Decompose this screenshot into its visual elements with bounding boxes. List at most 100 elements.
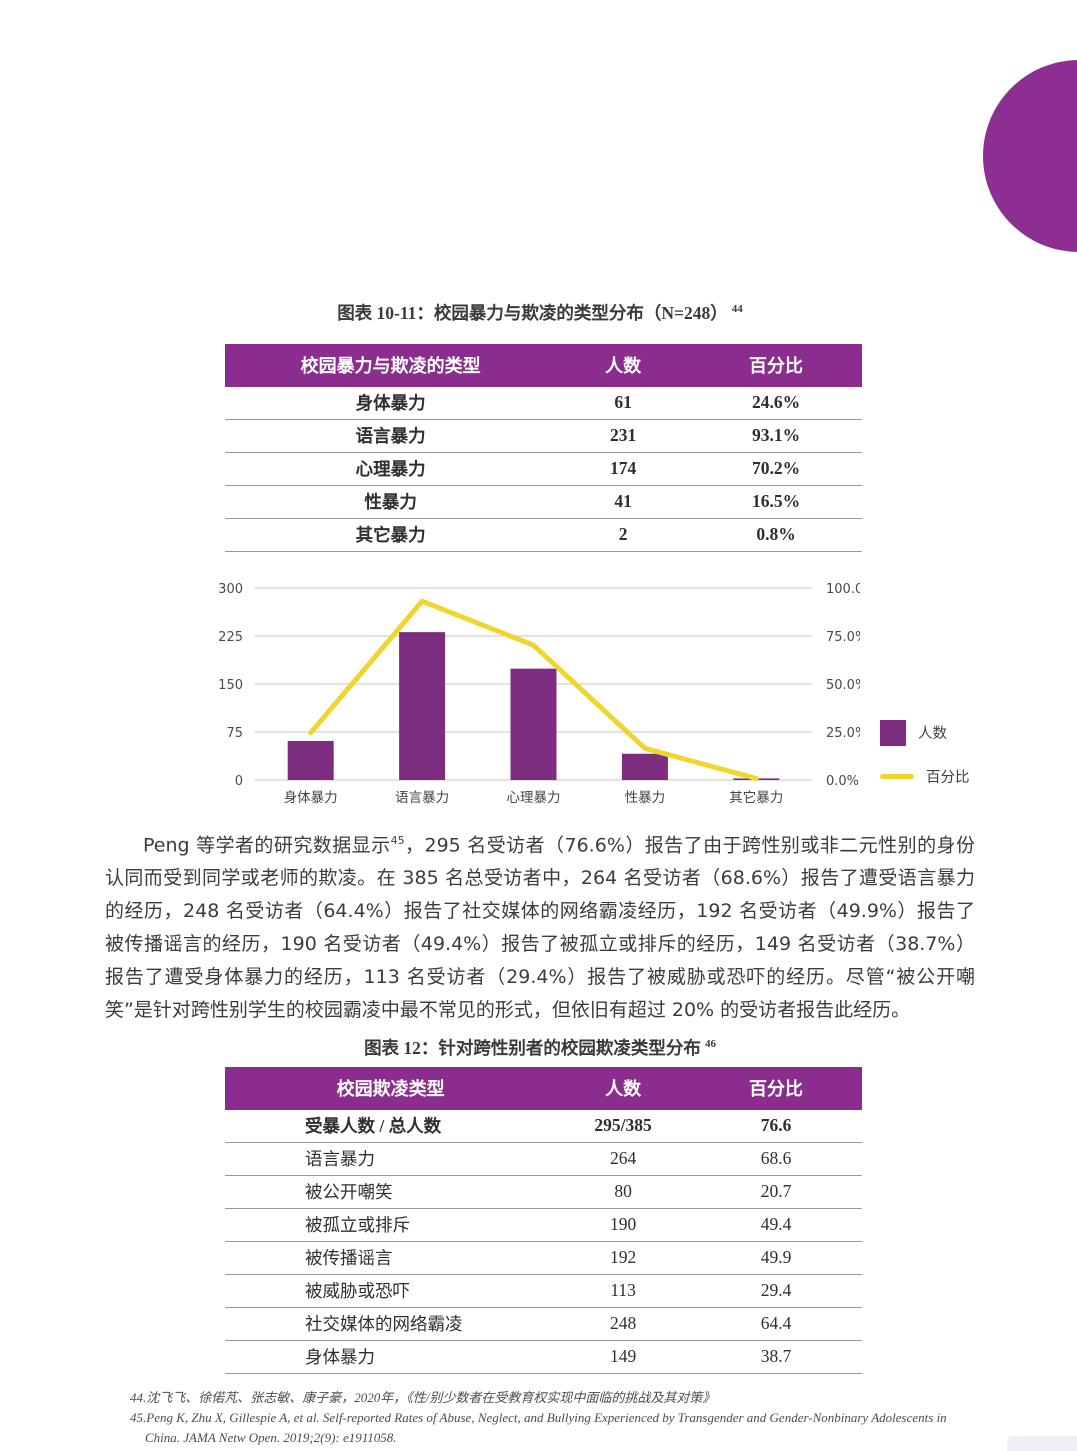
table-row: 语言暴力 231 93.1% <box>225 419 862 453</box>
table-cell: 受暴人数 / 总人数 <box>225 1109 557 1143</box>
table-cell: 80 <box>556 1175 690 1209</box>
chart-legend: 人数 百分比 <box>880 719 970 787</box>
table-cell: 93.1% <box>690 419 862 453</box>
table-cell: 语言暴力 <box>225 1142 557 1176</box>
table-cell: 64.4 <box>690 1307 862 1341</box>
combo-chart-block: 0 0.0% 75 25.0% 150 50.0% 225 75.0% 300 100.0% 身体暴… <box>200 570 980 812</box>
left-axis-tick-label: 75 <box>226 726 243 741</box>
table-cell: 16.5% <box>690 485 862 519</box>
table-row: 被传播谣言 192 49.9 <box>225 1241 862 1275</box>
table-cell: 190 <box>556 1208 690 1242</box>
table-cell: 192 <box>556 1241 690 1275</box>
paragraph-rest: ，295 名受访者（76.6%）报告了由于跨性别或非二元性别的身份认同而受到同学… <box>105 834 975 1022</box>
table-cell: 49.4 <box>690 1208 862 1242</box>
table-cell: 295/385 <box>556 1109 690 1143</box>
page-content: 图表 10-11：校园暴力与欺凌的类型分布（N=248） 44 校园暴力与欺凌的类… <box>105 0 975 1451</box>
table-row: 被孤立或排斥 190 49.4 <box>225 1208 862 1242</box>
left-axis-tick-label: 300 <box>218 582 243 597</box>
body-paragraph: Peng 等学者的研究数据显示45，295 名受访者（76.6%）报告了由于跨性… <box>105 824 975 1027</box>
right-axis-tick-label: 25.0% <box>826 726 860 741</box>
table-row: 心理暴力 174 70.2% <box>225 452 862 486</box>
footnotes-section: 44.沈飞飞、徐偌芃、张志敏、康子豪，2020年，《性/别少数者在受教育权实现中… <box>130 1388 965 1451</box>
table-cell: 68.6 <box>690 1142 862 1176</box>
table-cell: 231 <box>556 419 690 453</box>
right-axis-tick-label: 100.0% <box>826 582 860 597</box>
combo-chart: 0 0.0% 75 25.0% 150 50.0% 225 75.0% 300 100.0% 身体暴… <box>218 582 860 806</box>
figure1-title: 图表 10-11：校园暴力与欺凌的类型分布（N=248） 44 <box>105 296 975 326</box>
table-cell: 被孤立或排斥 <box>225 1208 557 1242</box>
table-row: 受暴人数 / 总人数 295/385 76.6 <box>225 1109 862 1143</box>
count-bar <box>621 753 668 780</box>
table-cell: 264 <box>556 1142 690 1176</box>
table-cell: 61 <box>556 386 690 420</box>
table-cell: 149 <box>556 1340 690 1374</box>
bottom-right-watermark <box>1007 1436 1077 1451</box>
table-cell: 心理暴力 <box>225 452 557 486</box>
table-cell: 38.7 <box>690 1340 862 1374</box>
decorative-corner-circle <box>983 60 1077 252</box>
table-cell: 29.4 <box>690 1274 862 1308</box>
right-axis-tick-label: 0.0% <box>826 774 859 789</box>
column-header: 校园欺凌类型 <box>225 1066 557 1110</box>
footnote-44: 44.沈飞飞、徐偌芃、张志敏、康子豪，2020年，《性/别少数者在受教育权实现中… <box>130 1389 716 1405</box>
category-label: 其它暴力 <box>729 789 783 806</box>
table-cell: 语言暴力 <box>225 419 557 453</box>
right-axis-tick-label: 50.0% <box>826 678 860 693</box>
table-cell: 41 <box>556 485 690 519</box>
table-cell: 2 <box>556 518 690 552</box>
left-axis-tick-label: 0 <box>235 774 243 789</box>
column-header: 百分比 <box>690 1066 862 1110</box>
figure1-footnote-ref: 44 <box>731 303 743 315</box>
table-cell: 76.6 <box>690 1109 862 1143</box>
table-row: 社交媒体的网络霸凌 248 64.4 <box>225 1307 862 1341</box>
table-cell: 社交媒体的网络霸凌 <box>225 1307 557 1341</box>
figure2-footnote-ref: 46 <box>704 1038 716 1051</box>
table-cell: 24.6% <box>690 386 862 420</box>
legend-item-count: 人数 <box>880 719 970 746</box>
category-label: 语言暴力 <box>395 790 449 806</box>
table-header-row: 校园欺凌类型 人数 百分比 <box>225 1066 862 1110</box>
table-row: 身体暴力 149 38.7 <box>225 1340 862 1374</box>
table-cell: 其它暴力 <box>225 518 557 552</box>
table-cell: 身体暴力 <box>225 386 557 420</box>
table-row: 语言暴力 264 68.6 <box>225 1142 862 1176</box>
category-label: 心理暴力 <box>507 790 561 806</box>
table-cell: 49.9 <box>690 1241 862 1275</box>
category-label: 身体暴力 <box>284 790 338 806</box>
table-row: 性暴力 41 16.5% <box>225 485 862 519</box>
violence-type-table: 校园暴力与欺凌的类型 人数 百分比 身体暴力 61 24.6% 语言暴力 231 93.1% 心理… <box>225 343 862 552</box>
table-cell: 248 <box>556 1307 690 1341</box>
column-header: 百分比 <box>690 343 862 387</box>
table-row: 被公开嘲笑 80 20.7 <box>225 1175 862 1209</box>
footnote-45: 45.Peng K, Zhu X, Gillespie A, et al. Se… <box>130 1409 947 1445</box>
left-axis-tick-label: 225 <box>218 630 243 645</box>
percentage-line <box>308 598 759 781</box>
legend-label-percent: 百分比 <box>926 769 970 786</box>
column-header: 校园暴力与欺凌的类型 <box>225 343 557 387</box>
paragraph-footnote-ref: 45 <box>390 833 405 847</box>
column-header: 人数 <box>556 343 690 387</box>
table-cell: 0.8% <box>690 518 862 552</box>
table-header-row: 校园暴力与欺凌的类型 人数 百分比 <box>225 343 862 387</box>
table-cell: 20.7 <box>690 1175 862 1209</box>
legend-label-count: 人数 <box>918 726 947 743</box>
table-cell: 113 <box>556 1274 690 1308</box>
paragraph-lead: Peng 等学者的研究数据显示 <box>143 834 391 857</box>
right-axis-tick-label: 75.0% <box>826 630 860 645</box>
table-row: 其它暴力 2 0.8% <box>225 518 862 552</box>
figure1-title-text: 图表 10-11：校园暴力与欺凌的类型分布（N=248） <box>337 302 728 323</box>
line-swatch-icon <box>880 773 914 779</box>
table-cell: 174 <box>556 452 690 486</box>
table-cell: 性暴力 <box>225 485 557 519</box>
table-row: 被威胁或恐吓 113 29.4 <box>225 1274 862 1308</box>
table-cell: 70.2% <box>690 452 862 486</box>
table-cell: 被传播谣言 <box>225 1241 557 1275</box>
footnote-46: 46.Peng K, Zhu X, Gillespie A, et al. Se… <box>130 1448 965 1451</box>
count-bar <box>399 631 446 780</box>
column-header: 人数 <box>556 1066 690 1110</box>
figure2-title: 图表 12：针对跨性别者的校园欺凌类型分布 46 <box>105 1031 975 1061</box>
figure2-title-text: 图表 12：针对跨性别者的校园欺凌类型分布 <box>364 1037 701 1058</box>
count-bar <box>287 740 334 780</box>
left-axis-tick-label: 150 <box>218 678 243 693</box>
